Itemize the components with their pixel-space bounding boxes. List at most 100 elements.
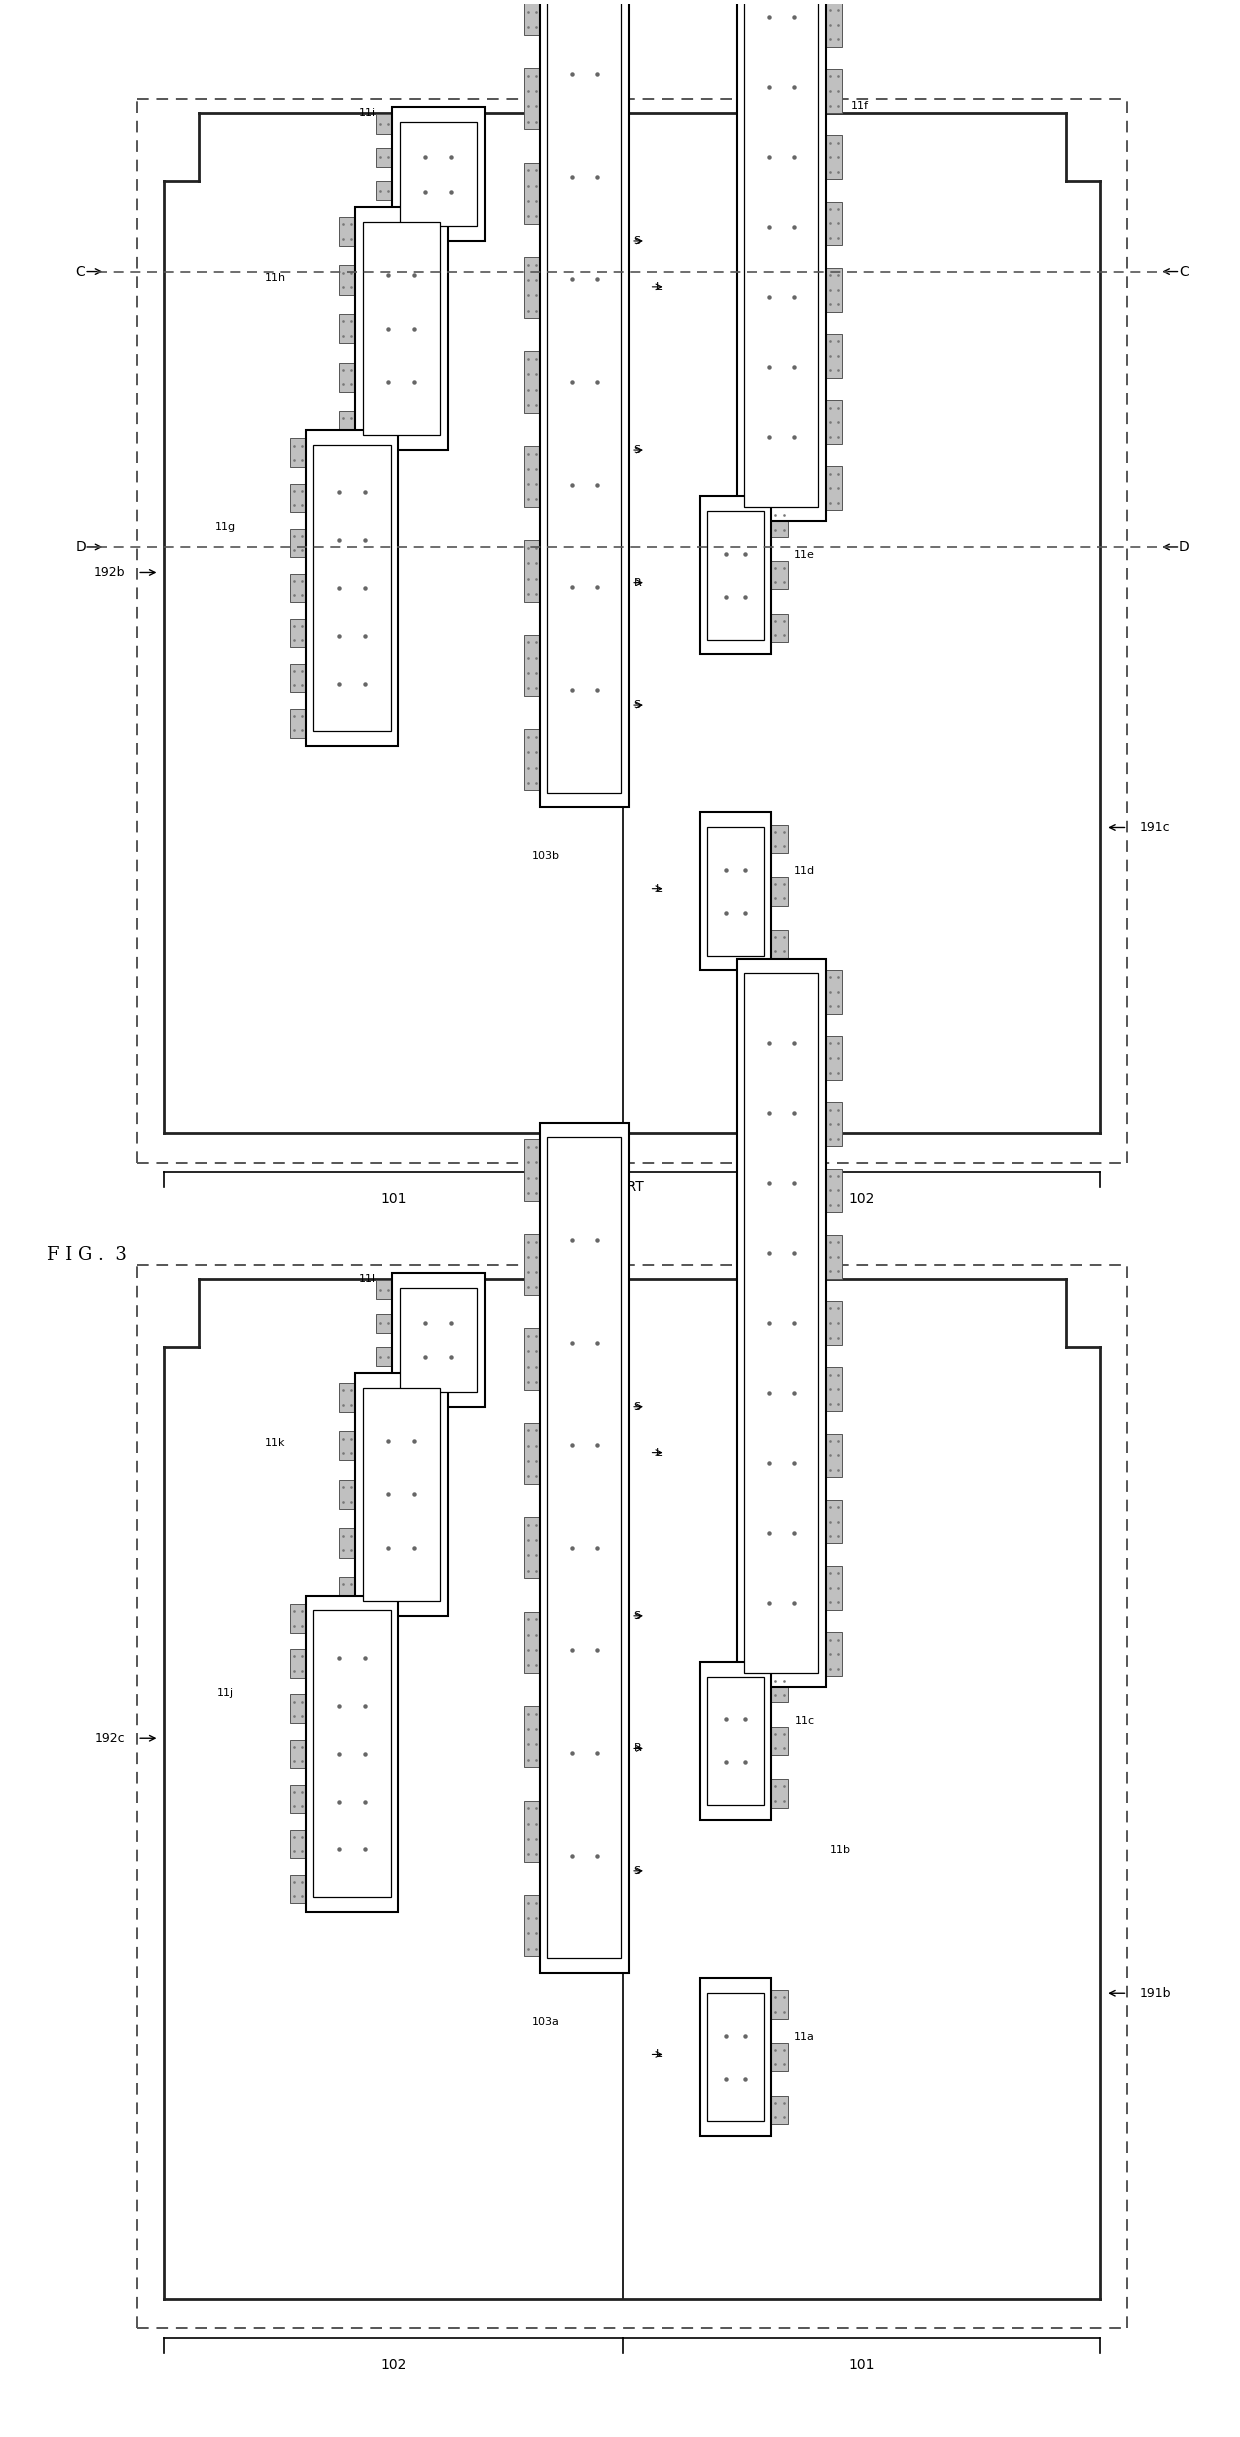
Bar [340, 1528, 355, 1557]
Bar [771, 614, 787, 641]
Bar [525, 1328, 539, 1389]
Text: 103b: 103b [532, 851, 560, 860]
Bar [376, 1279, 392, 1299]
Bar [525, 1141, 539, 1201]
Text: 11h: 11h [264, 273, 285, 283]
Bar [376, 180, 392, 200]
Text: R: R [634, 1742, 641, 1755]
Text: 11i: 11i [358, 107, 376, 117]
Bar [771, 1728, 787, 1755]
Bar [376, 1314, 392, 1333]
Bar [355, 1372, 448, 1616]
Bar [525, 729, 539, 790]
Bar [392, 107, 485, 241]
Bar [525, 0, 539, 34]
Bar [290, 1650, 306, 1677]
Bar [290, 619, 306, 648]
Bar [771, 931, 787, 958]
Bar [340, 217, 355, 246]
Bar [708, 1677, 764, 1806]
Bar [826, 1301, 842, 1345]
Bar [525, 1896, 539, 1957]
Bar [547, 1138, 621, 1959]
Text: 11c: 11c [795, 1716, 815, 1725]
Bar [826, 1102, 842, 1145]
Bar [306, 1596, 398, 1911]
Text: D: D [76, 541, 86, 553]
Bar [771, 1991, 787, 2018]
Bar [340, 1577, 355, 1606]
Bar [340, 314, 355, 344]
Bar [340, 1431, 355, 1460]
Text: 101: 101 [381, 1192, 407, 1206]
Bar [826, 1433, 842, 1477]
Bar [826, 202, 842, 246]
Bar [826, 1170, 842, 1211]
Bar [525, 1423, 539, 1484]
Bar [290, 1740, 306, 1767]
Bar [399, 1287, 477, 1392]
Bar [737, 958, 826, 1686]
Bar [290, 439, 306, 468]
Text: 191b: 191b [1140, 1986, 1172, 2001]
Bar [826, 1036, 842, 1080]
Text: INVERT: INVERT [595, 1180, 645, 1194]
Bar [306, 431, 398, 746]
Bar [340, 363, 355, 392]
Bar [525, 634, 539, 697]
Text: 11f: 11f [851, 102, 869, 112]
Text: S: S [634, 1611, 641, 1621]
Bar [355, 207, 448, 451]
Bar [744, 0, 818, 507]
Bar [376, 1348, 392, 1367]
Bar [708, 512, 764, 638]
Bar [525, 446, 539, 507]
Bar [771, 824, 787, 853]
Bar [701, 1979, 771, 2137]
Bar [771, 877, 787, 907]
Bar [826, 68, 842, 112]
Bar [525, 1801, 539, 1862]
Text: 192b: 192b [93, 565, 125, 580]
Text: 102: 102 [381, 2357, 407, 2371]
Bar [826, 1567, 842, 1611]
Text: 102: 102 [848, 1192, 875, 1206]
Bar [314, 444, 391, 731]
Text: 192c: 192c [94, 1733, 125, 1745]
Bar [771, 1674, 787, 1703]
Bar [290, 709, 306, 738]
Bar [539, 0, 629, 807]
Bar [362, 222, 440, 436]
Bar [340, 266, 355, 295]
Bar [826, 334, 842, 378]
Bar [376, 115, 392, 134]
Bar [290, 663, 306, 692]
Bar [525, 351, 539, 412]
Bar [362, 1387, 440, 1601]
Bar [737, 0, 826, 522]
Text: 11l: 11l [358, 1275, 376, 1284]
Text: C: C [1179, 266, 1189, 278]
Bar [376, 1379, 392, 1399]
Bar [771, 561, 787, 590]
Bar [290, 573, 306, 602]
Bar [525, 541, 539, 602]
Bar [826, 400, 842, 444]
Bar [290, 1694, 306, 1723]
Text: 11b: 11b [830, 1845, 851, 1855]
Bar [525, 256, 539, 319]
Bar [826, 465, 842, 509]
Bar [826, 2, 842, 46]
Text: 11g: 11g [216, 522, 237, 531]
Text: C: C [76, 266, 86, 278]
Bar [290, 1604, 306, 1633]
Bar [701, 812, 771, 970]
Bar [701, 497, 771, 653]
Text: L: L [656, 2050, 662, 2059]
Text: F I G .  3: F I G . 3 [47, 1245, 128, 1265]
Bar [525, 1611, 539, 1672]
Bar [826, 1633, 842, 1677]
Text: 191c: 191c [1140, 821, 1171, 833]
Text: S: S [634, 1401, 641, 1411]
Text: 11j: 11j [217, 1686, 234, 1699]
